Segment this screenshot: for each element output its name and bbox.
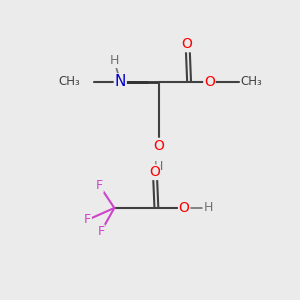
Text: O: O (154, 139, 164, 152)
Text: O: O (204, 75, 215, 88)
Text: H: H (110, 54, 119, 67)
Text: H: H (203, 202, 213, 214)
Text: H: H (154, 160, 164, 173)
Text: F: F (98, 225, 104, 238)
Text: N: N (115, 74, 126, 89)
Text: O: O (182, 38, 193, 52)
Text: F: F (84, 213, 91, 226)
Text: O: O (149, 165, 160, 179)
Text: CH₃: CH₃ (241, 75, 262, 88)
Text: F: F (96, 179, 103, 192)
Text: O: O (179, 201, 190, 215)
Text: CH₃: CH₃ (58, 75, 80, 88)
